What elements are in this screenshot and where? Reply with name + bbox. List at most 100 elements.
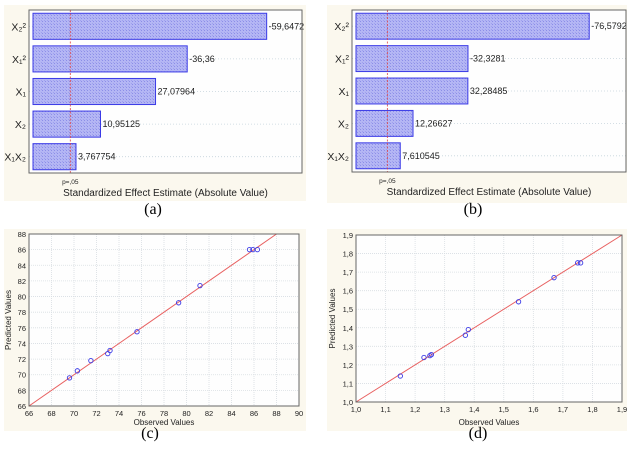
bar-data-label: 27,07964 [158,87,196,97]
plot-frame [28,9,303,174]
y-tick-label: 1,7 [343,268,353,277]
data-point [134,329,140,335]
data-point [66,375,73,381]
fit-line [28,233,277,407]
data-point [465,326,471,333]
data-point [428,352,435,358]
x-tick-label: 84 [227,409,235,418]
x-axis-title: Observed Values [459,418,520,427]
data-point [421,354,427,361]
y-tick-label: 88 [18,230,26,239]
bar [32,12,268,40]
category-label: X₁X₂ [4,152,26,164]
x-tick-label: 90 [295,409,303,418]
category-label: X₂² [11,21,26,33]
panel-caption: (a) [144,201,162,218]
x-tick-label: 86 [250,409,258,418]
bar-data-label: 12,26627 [415,118,453,128]
y-axis-title: Predicted Values [4,290,13,350]
x-tick-label: 82 [205,409,213,418]
y-tick-label: 1,1 [343,379,353,388]
category-label: X₂ [338,118,349,130]
y-tick-label: 1,3 [343,342,353,351]
x-tick-label: 1,0 [351,405,361,414]
bar [355,109,414,137]
chart-panel-4: 1,0 1,1 1,2 1,3 1,4 1,5 1,6 1,7 1,8 1,9 1,0 1,1 1,2 1… [327,229,627,442]
x-tick-label: 1,2 [410,405,420,414]
chart-panel-2: -76,5792 X₂² -32,3281 X₁² 32,28485 X₁ 12,26627… [327,5,627,218]
x-axis-title: Standardized Effect Estimate (Absolute V… [387,187,592,198]
y-tick-label: 1,9 [343,231,353,240]
data-point [254,246,261,253]
panel-caption: (d) [469,425,488,442]
data-point [246,246,253,253]
bar [355,142,401,170]
x-tick-label: 78 [160,409,168,418]
data-point [197,282,203,289]
x-tick-label: 1,6 [528,405,538,414]
x-tick-label: 1,1 [380,405,390,414]
x-tick-label: 1,9 [617,405,627,414]
y-tick-label: 1,0 [343,398,353,407]
panel-caption: (b) [464,201,483,218]
y-tick-label: 1,8 [343,250,353,259]
x-tick-label: 1,7 [558,405,568,414]
plot-frame [28,233,300,407]
y-tick-label: 1,4 [343,324,353,333]
x-tick-label: 76 [137,409,145,418]
data-point [577,260,584,266]
category-label: X₁ [338,86,349,98]
data-point [88,358,94,364]
bar [355,77,469,105]
y-tick-label: 66 [18,402,26,411]
x-tick-label: 72 [92,409,100,418]
plot-frame [351,9,627,173]
y-tick-label: 82 [18,277,26,286]
x-tick-label: 70 [70,409,78,418]
bar-data-label: -76,5792 [591,21,627,31]
x-axis-title: Standardized Effect Estimate (Absolute V… [63,188,268,199]
bar-data-label: 10,95125 [102,119,140,129]
x-tick-label: 1,3 [439,405,449,414]
bar-data-label: -59,6472 [269,21,305,31]
x-tick-label: 88 [272,409,280,418]
data-point [575,260,581,266]
category-label: X₁X₂ [327,151,349,163]
data-point [107,347,113,354]
category-label: X₁² [335,54,350,66]
x-tick-label: 1,4 [469,405,479,414]
y-tick-label: 72 [18,355,26,364]
x-axis-title: Observed Values [134,418,195,427]
bar [32,45,188,73]
chart-panel-1: -59,6472 X₂² -36,36 X₁² 27,07964 X₁ 10,95125 X₂… [4,5,306,218]
x-tick-label: 1,5 [499,405,509,414]
data-point [551,275,557,281]
bar [32,110,101,138]
x-tick-label: 66 [25,409,33,418]
data-point [515,299,522,305]
category-label: X₂² [334,21,349,33]
panel-caption: (c) [141,425,159,442]
bar [355,45,469,73]
bar [32,143,77,171]
y-axis-title: Predicted Values [328,289,337,349]
bar [32,77,157,106]
category-label: X₂ [15,119,26,131]
y-tick-label: 70 [18,371,26,380]
y-tick-label: 1,2 [343,361,353,370]
y-tick-label: 76 [18,324,26,333]
category-label: X₁ [15,87,26,99]
y-tick-label: 84 [18,261,26,270]
x-tick-label: 80 [182,409,190,418]
data-point [397,373,403,379]
x-tick-label: 68 [47,409,55,418]
x-tick-label: 1,8 [587,405,597,414]
data-point [175,300,182,306]
bar [355,12,590,40]
significance-label: p=,05 [379,178,396,185]
y-tick-label: 1,6 [343,287,353,296]
bar-data-label: -36,36 [189,54,215,64]
significance-label: p=,05 [62,179,79,186]
